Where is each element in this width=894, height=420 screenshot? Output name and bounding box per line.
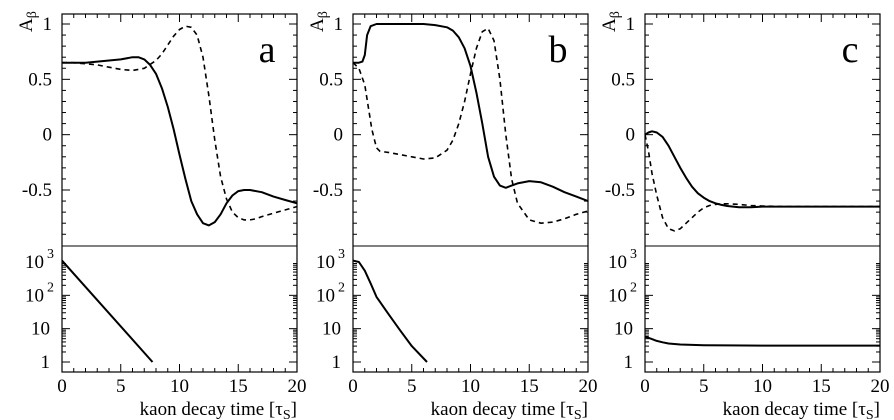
asymmetry-curve-dashed <box>645 134 880 232</box>
x-tick-label: 0 <box>57 376 67 397</box>
y-log-tick-label: 10 <box>614 319 633 340</box>
x-axis-label: kaon decay time [τS] <box>723 399 880 420</box>
y-log-tick-label: 10 <box>25 252 44 273</box>
y-log-tick-exponent: 3 <box>338 247 345 262</box>
x-tick-label: 10 <box>170 376 189 397</box>
x-tick-label: 15 <box>229 376 248 397</box>
y-log-tick-exponent: 3 <box>630 247 637 262</box>
x-tick-label: 15 <box>812 376 831 397</box>
y-log-tick-label: 1 <box>624 352 634 373</box>
x-tick-label: 5 <box>699 376 709 397</box>
y-log-tick-exponent: 2 <box>630 280 637 295</box>
rate-curve <box>62 259 154 363</box>
y-log-tick-label: 10 <box>322 319 341 340</box>
panel-label: c <box>842 29 859 71</box>
y-tick-label: -0.5 <box>605 180 635 201</box>
x-tick-label: 20 <box>871 376 890 397</box>
y-tick-label: 1 <box>334 14 344 35</box>
y-tick-label: 0 <box>626 125 636 146</box>
asymmetry-curve-solid <box>353 23 588 203</box>
asymmetry-curve-dashed <box>62 25 297 221</box>
y-log-tick-exponent: 2 <box>338 280 345 295</box>
y-tick-label: -0.5 <box>313 180 343 201</box>
x-tick-label: 20 <box>579 376 598 397</box>
y-axis-label: Aβ <box>599 11 623 32</box>
y-log-tick-label: 10 <box>31 319 50 340</box>
y-log-tick-label: 10 <box>316 252 335 273</box>
y-tick-label: 0.5 <box>28 69 52 90</box>
y-log-tick-exponent: 2 <box>47 280 54 295</box>
rate-curve <box>645 335 880 347</box>
x-tick-label: 0 <box>348 376 358 397</box>
panel-label: b <box>549 29 568 71</box>
y-log-tick-label: 10 <box>316 285 335 306</box>
x-tick-label: 5 <box>116 376 126 397</box>
y-log-tick-label: 10 <box>25 285 44 306</box>
y-log-tick-label: 1 <box>332 352 342 373</box>
rate-curve <box>353 259 428 363</box>
asymmetry-curve-solid <box>645 130 880 209</box>
panel-label: a <box>259 29 276 71</box>
x-tick-label: 15 <box>520 376 539 397</box>
x-tick-label: 0 <box>640 376 650 397</box>
asymmetry-curve-dashed <box>353 27 588 224</box>
y-tick-label: -0.5 <box>22 180 52 201</box>
y-tick-label: 1 <box>626 14 636 35</box>
y-tick-label: 0 <box>334 125 344 146</box>
y-axis-label: Aβ <box>307 11 331 32</box>
y-tick-label: 0.5 <box>319 69 343 90</box>
y-tick-label: 1 <box>43 14 53 35</box>
y-log-tick-exponent: 3 <box>47 247 54 262</box>
x-tick-label: 10 <box>753 376 772 397</box>
x-axis-label: kaon decay time [τS] <box>431 399 588 420</box>
y-log-tick-label: 1 <box>41 352 51 373</box>
y-log-tick-label: 10 <box>608 252 627 273</box>
x-tick-label: 5 <box>407 376 417 397</box>
y-log-tick-label: 10 <box>608 285 627 306</box>
y-tick-label: 0.5 <box>611 69 635 90</box>
asymmetry-curve-solid <box>62 56 297 227</box>
y-axis-label: Aβ <box>16 11 40 32</box>
x-axis-label: kaon decay time [τS] <box>140 399 297 420</box>
y-tick-label: 0 <box>43 125 53 146</box>
x-tick-label: 10 <box>461 376 480 397</box>
x-tick-label: 20 <box>288 376 307 397</box>
